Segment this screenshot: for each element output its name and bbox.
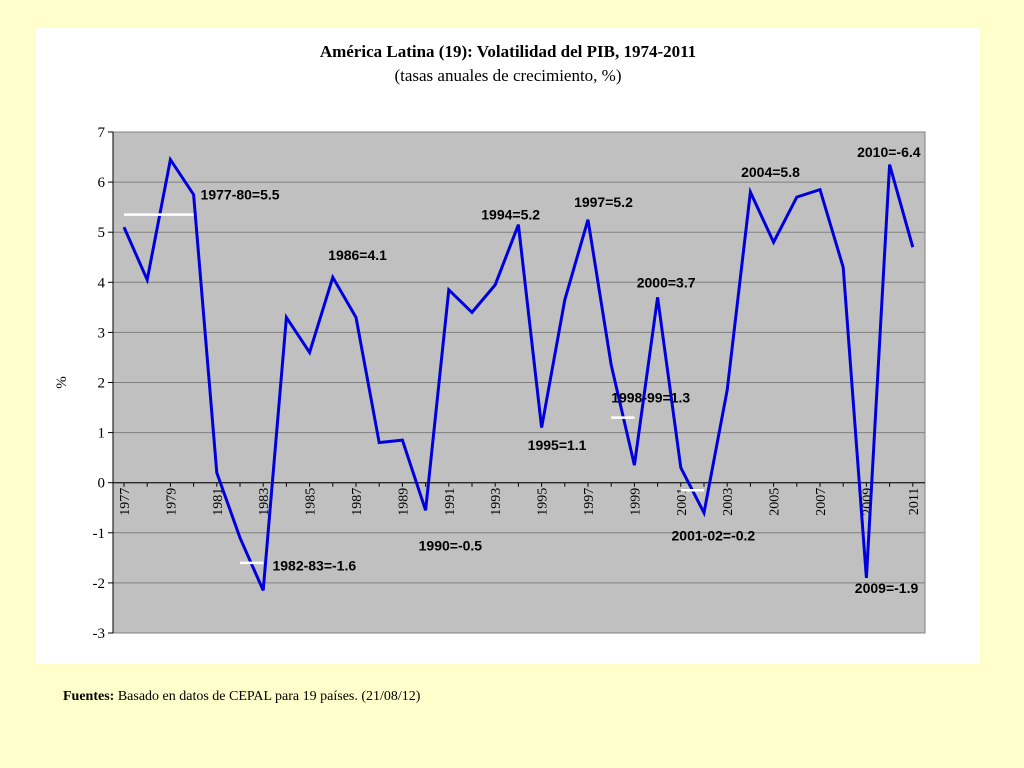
y-tick-label: 1 <box>98 426 106 442</box>
data-annotation: 1995=1.1 <box>528 437 587 453</box>
y-tick-label: 2 <box>98 376 106 392</box>
series-line <box>122 155 915 592</box>
data-annotation: 1990=-0.5 <box>419 537 483 553</box>
x-tick-label: 1993 <box>489 488 504 516</box>
y-tick-label: 3 <box>98 325 106 341</box>
chart-subtitle: (tasas anuales de crecimiento, %) <box>394 66 622 85</box>
sources-label: Fuentes: <box>63 689 115 704</box>
y-tick-label: 4 <box>98 275 106 291</box>
x-tick-label: 2005 <box>768 488 783 516</box>
chart-card: América Latina (19): Volatilidad del PIB… <box>36 28 980 664</box>
data-annotation: 2010=-6.4 <box>857 144 921 160</box>
data-annotation: 2001-02=-0.2 <box>672 527 756 543</box>
x-tick-label: 1981 <box>211 488 226 516</box>
y-tick-label: -3 <box>93 626 106 642</box>
data-annotation: 1994=5.2 <box>481 207 540 223</box>
data-annotation: 1998-99=1.3 <box>611 390 690 406</box>
x-tick-label: 2003 <box>721 488 736 516</box>
y-tick-label: 7 <box>98 125 106 141</box>
data-annotation: 2004=5.8 <box>741 164 800 180</box>
sources-note: Fuentes: Basado en datos de CEPAL para 1… <box>63 689 420 705</box>
chart-title: América Latina (19): Volatilidad del PIB… <box>319 42 697 61</box>
y-tick-label: -1 <box>93 526 106 542</box>
data-annotation: 2000=3.7 <box>637 274 696 290</box>
y-tick-label: 6 <box>98 175 106 191</box>
data-annotation: 2009=-1.9 <box>855 580 919 596</box>
data-annotation: 1982-83=-1.6 <box>272 557 356 573</box>
y-tick-label: -2 <box>93 576 106 592</box>
x-tick-label: 2001 <box>675 488 690 516</box>
x-tick-label: 2007 <box>814 488 829 516</box>
x-tick-label: 1991 <box>443 488 458 516</box>
data-annotation: 1986=4.1 <box>328 247 387 263</box>
x-tick-label: 1997 <box>582 488 597 516</box>
y-tick-label: 5 <box>98 225 106 241</box>
x-tick-label: 1983 <box>257 488 272 516</box>
data-annotation: 1997=5.2 <box>574 194 633 210</box>
x-tick-label: 2011 <box>907 488 922 515</box>
data-annotation: 1977-80=5.5 <box>201 187 280 203</box>
x-tick-label: 1979 <box>164 488 179 516</box>
y-axis-label: % <box>54 376 70 389</box>
x-tick-label: 1987 <box>350 488 365 516</box>
sources-text: Basado en datos de CEPAL para 19 países.… <box>114 689 421 704</box>
x-tick-label: 1977 <box>118 488 133 516</box>
x-tick-label: 1995 <box>536 488 551 516</box>
line-chart: -3 -2 -1 0 1 2 3 4 5 6 7% 1977 1979 1981 1983 1985 1987 1… <box>54 125 926 642</box>
y-tick-label: 0 <box>98 476 106 492</box>
x-tick-label: 1989 <box>396 488 411 516</box>
x-tick-label: 1985 <box>304 488 319 516</box>
x-tick-label: 1999 <box>628 488 643 516</box>
